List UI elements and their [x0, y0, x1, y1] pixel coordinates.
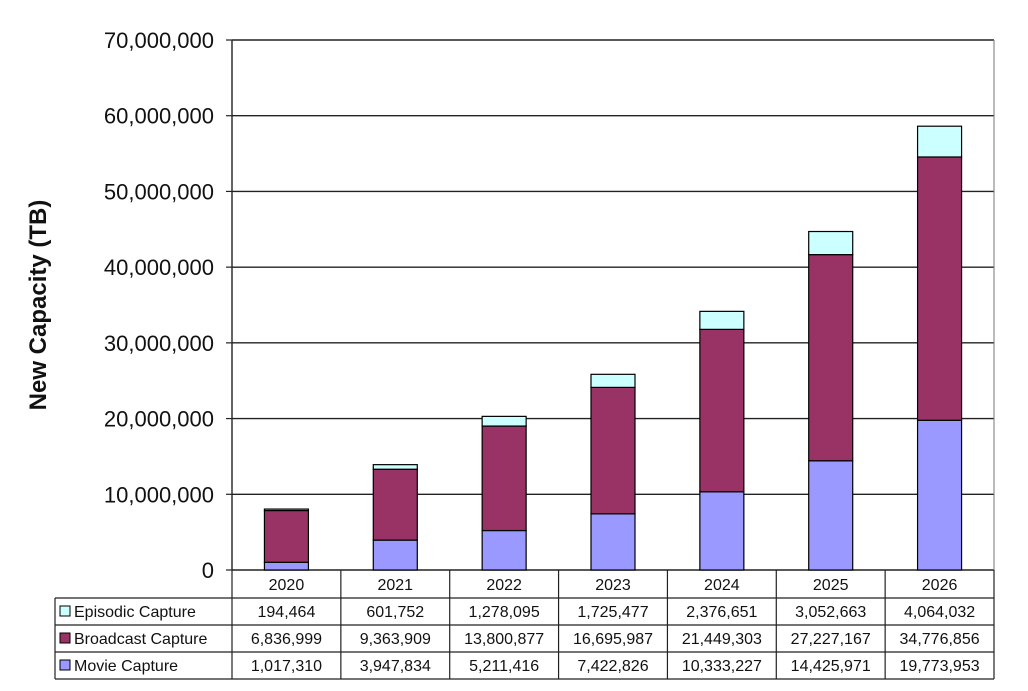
data-label: 19,773,953 — [900, 658, 980, 675]
y-tick-label: 0 — [202, 558, 214, 583]
bar-segment-movie-capture-2022 — [481, 529, 527, 571]
data-label: 14,425,971 — [791, 658, 871, 675]
bar-segment-broadcast-capture-2024 — [699, 328, 745, 493]
data-label: 2,376,651 — [686, 604, 757, 621]
legend-label: Episodic Capture — [74, 604, 196, 621]
legend-key-movie-capture — [59, 659, 71, 671]
x-tick-label: 2023 — [595, 577, 631, 594]
data-label: 6,836,999 — [251, 631, 322, 648]
data-label: 5,211,416 — [469, 658, 539, 675]
legend-key-episodic-capture — [59, 605, 71, 617]
bar-segment-movie-capture-2026 — [916, 419, 963, 571]
bar-segment-episodic-capture-2020 — [263, 508, 310, 512]
bar-segment-episodic-capture-2026 — [916, 125, 963, 158]
y-tick-label: 40,000,000 — [104, 255, 214, 280]
data-label: 3,947,834 — [360, 658, 431, 675]
bar-segment-broadcast-capture-2021 — [372, 468, 418, 541]
y-tick-label: 10,000,000 — [104, 482, 214, 507]
y-tick-label: 30,000,000 — [104, 331, 214, 356]
bar-segment-movie-capture-2025 — [808, 460, 854, 571]
data-label: 1,017,310 — [251, 658, 322, 675]
data-label: 9,363,909 — [360, 631, 431, 648]
y-tick-label: 20,000,000 — [104, 407, 214, 432]
legend-label: Broadcast Capture — [74, 631, 208, 648]
data-label: 16,695,987 — [573, 631, 653, 648]
legend-key-broadcast-capture — [59, 632, 71, 644]
data-label: 1,278,095 — [469, 604, 540, 621]
data-label: 34,776,856 — [900, 631, 980, 648]
data-label: 21,449,303 — [682, 631, 762, 648]
y-tick-label: 70,000,000 — [104, 28, 214, 53]
x-tick-label: 2022 — [486, 577, 522, 594]
bar-segment-episodic-capture-2023 — [590, 373, 636, 388]
data-label: 10,333,227 — [682, 658, 762, 675]
legend-label: Movie Capture — [74, 658, 178, 675]
data-label: 13,800,877 — [464, 631, 544, 648]
bar-segment-movie-capture-2024 — [699, 491, 745, 571]
data-label: 194,464 — [258, 604, 316, 621]
bar-segment-broadcast-capture-2020 — [263, 509, 310, 563]
data-label: 3,052,663 — [795, 604, 866, 621]
bar-segment-broadcast-capture-2022 — [481, 425, 527, 532]
data-label: 4,064,032 — [904, 604, 975, 621]
y-axis: 0 10,000,000 20,000,000 30,000,000 40,000,00… — [104, 28, 995, 583]
bar-segment-episodic-capture-2021 — [372, 464, 418, 470]
bar-segment-episodic-capture-2022 — [481, 415, 527, 427]
bar-segment-movie-capture-2020 — [263, 561, 310, 571]
data-table: 2020 2021 2022 2023 2024 2025 2026 Episodic Cap… — [54, 570, 995, 680]
bar-segment-episodic-capture-2025 — [808, 230, 854, 256]
y-tick-label: 60,000,000 — [104, 104, 214, 129]
x-tick-label: 2025 — [813, 577, 849, 594]
bar-segment-broadcast-capture-2025 — [808, 254, 854, 462]
data-label: 27,227,167 — [791, 631, 871, 648]
x-tick-label: 2021 — [377, 577, 413, 594]
data-label: 7,422,826 — [577, 658, 648, 675]
x-tick-label: 2024 — [704, 577, 740, 594]
y-axis-label: New Capacity (TB) — [25, 200, 52, 411]
x-tick-label: 2020 — [269, 577, 305, 594]
bar-segment-movie-capture-2023 — [590, 513, 636, 571]
bar-segment-movie-capture-2021 — [372, 539, 418, 571]
bar-segment-episodic-capture-2024 — [699, 310, 745, 330]
bar-segment-broadcast-capture-2023 — [590, 386, 636, 515]
data-label: 601,752 — [366, 604, 424, 621]
x-tick-label: 2026 — [922, 577, 958, 594]
y-tick-label: 50,000,000 — [104, 179, 214, 204]
bars — [263, 125, 963, 571]
data-label: 1,725,477 — [577, 604, 648, 621]
bar-segment-broadcast-capture-2026 — [916, 156, 963, 421]
